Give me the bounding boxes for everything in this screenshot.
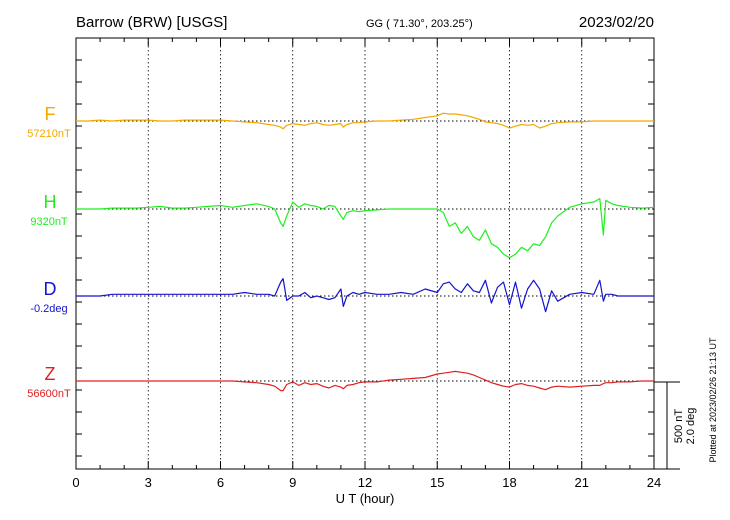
series-lines <box>76 112 655 392</box>
series-line-f <box>76 112 654 130</box>
series-name-f: F <box>45 104 56 124</box>
x-tick-label-3: 3 <box>145 475 152 490</box>
series-line-z <box>76 370 654 392</box>
axis-ticks: 0 3 6 9 12 15 18 21 24 <box>72 38 661 490</box>
plot-date: 2023/02/20 <box>579 14 654 31</box>
series-line-d <box>76 278 654 313</box>
x-tick-label-6: 6 <box>217 475 224 490</box>
series-name-z: Z <box>45 364 56 384</box>
series-name-h: H <box>44 192 57 212</box>
scale-bar: 500 nT 2.0 deg <box>654 381 697 470</box>
station-title: Barrow (BRW) [USGS] <box>76 14 227 31</box>
scale-bar-nt-label: 500 nT <box>673 409 685 444</box>
plotted-at-note: Plotted at 2023/02/26 21:13 UT <box>708 337 718 463</box>
series-baseline-d: -0.2deg <box>30 303 67 315</box>
scale-bar-deg-label: 2.0 deg <box>685 408 697 445</box>
series-baseline-z: 56600nT <box>27 388 71 400</box>
series-line-h <box>76 198 655 259</box>
series-labels: F 57210nT H 9320nT D -0.2deg Z 56600nT <box>27 104 71 400</box>
x-tick-label-0: 0 <box>72 475 79 490</box>
x-axis-title: U T (hour) <box>336 491 395 506</box>
series-baseline-h: 9320nT <box>30 216 68 228</box>
x-tick-label-18: 18 <box>502 475 516 490</box>
x-tick-label-21: 21 <box>575 475 589 490</box>
x-tick-label-24: 24 <box>647 475 661 490</box>
x-tick-label-12: 12 <box>358 475 372 490</box>
station-coordinates: GG ( 71.30°, 203.25°) <box>366 18 473 30</box>
series-baseline-f: 57210nT <box>27 128 71 140</box>
x-tick-label-9: 9 <box>289 475 296 490</box>
x-tick-label-15: 15 <box>430 475 444 490</box>
series-name-d: D <box>44 279 57 299</box>
